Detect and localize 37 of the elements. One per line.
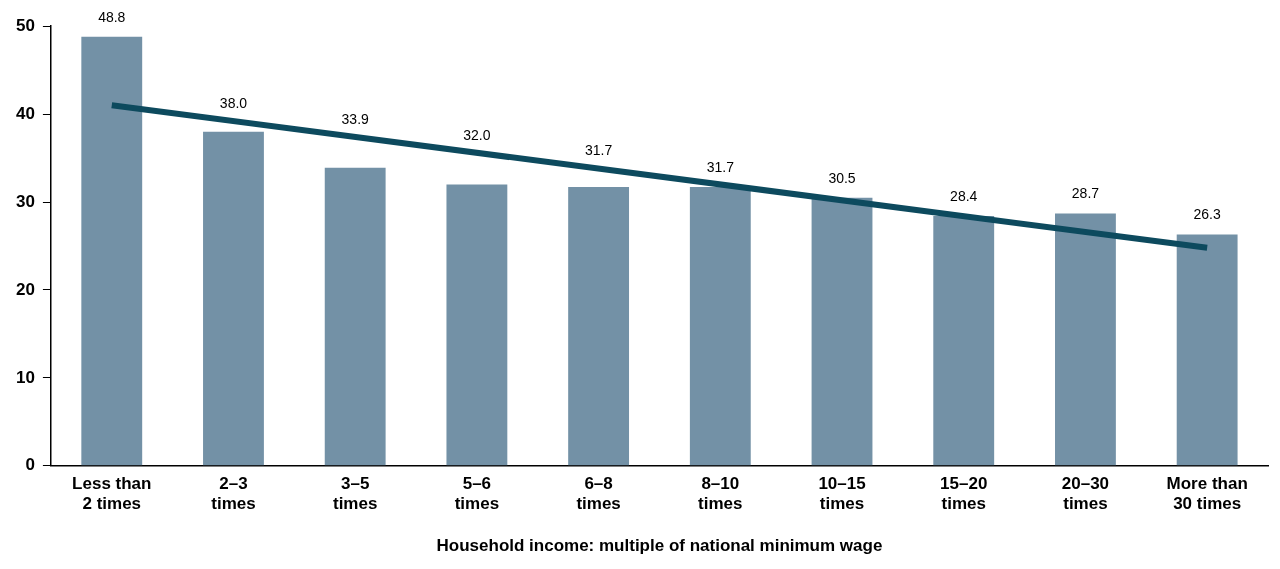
y-tick-label: 20	[15, 279, 35, 299]
x-tick-label: 10–15 times	[818, 473, 866, 514]
data-label: 28.7	[1071, 185, 1100, 202]
data-label: 48.8	[98, 8, 126, 25]
x-tick-label: 3–5 times	[332, 473, 378, 514]
data-label: 38.0	[219, 95, 248, 112]
y-tick-label: 30	[15, 191, 35, 211]
x-tick-label: 6–8 times	[576, 473, 621, 514]
bar	[81, 36, 143, 466]
data-label: 30.5	[828, 169, 856, 186]
data-label: 31.7	[584, 142, 613, 159]
y-tick-label: 50	[15, 15, 35, 35]
bar	[811, 197, 873, 466]
x-tick-label: 20–30 times	[1061, 473, 1110, 514]
x-tick-label: More than 30 times	[1166, 473, 1248, 514]
x-tick-label: 2–3 times	[211, 473, 256, 514]
y-tick-label: 40	[15, 103, 35, 123]
x-tick-label: Less than 2 times	[72, 473, 152, 514]
y-tick-label: 10	[15, 367, 35, 387]
bar	[203, 131, 264, 466]
x-tick-label: 8–10 times	[698, 473, 743, 514]
bar	[446, 184, 508, 466]
data-label: 26.3	[1193, 206, 1221, 223]
bar	[689, 187, 751, 466]
data-label: 31.7	[706, 158, 735, 175]
bar	[933, 216, 995, 466]
data-label: 32.0	[463, 126, 491, 143]
data-label: 28.4	[950, 187, 978, 204]
x-tick-label: 5–6 times	[454, 473, 500, 514]
x-axis-title: Household income: multiple of national minimum wage	[436, 536, 883, 556]
data-label: 33.9	[341, 110, 370, 127]
bar	[1176, 234, 1238, 466]
bar	[568, 187, 630, 466]
bar	[1055, 213, 1116, 466]
x-tick-label: 15–20 times	[940, 473, 988, 514]
y-tick-label: 0	[25, 455, 35, 475]
bar	[324, 167, 386, 466]
